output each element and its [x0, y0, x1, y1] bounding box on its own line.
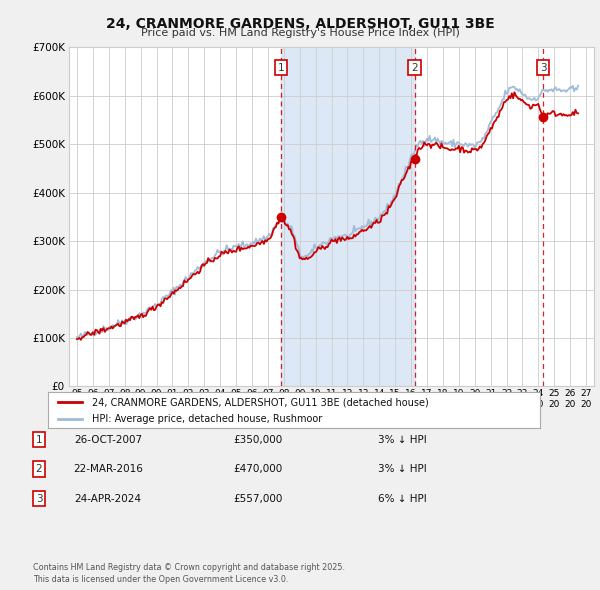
Text: 24, CRANMORE GARDENS, ALDERSHOT, GU11 3BE: 24, CRANMORE GARDENS, ALDERSHOT, GU11 3B… — [106, 17, 494, 31]
Text: 3% ↓ HPI: 3% ↓ HPI — [377, 464, 427, 474]
Text: Contains HM Land Registry data © Crown copyright and database right 2025.
This d: Contains HM Land Registry data © Crown c… — [33, 563, 345, 584]
Bar — [543, 47, 594, 386]
Text: 3: 3 — [540, 63, 547, 73]
Text: £350,000: £350,000 — [233, 435, 283, 444]
Text: HPI: Average price, detached house, Rushmoor: HPI: Average price, detached house, Rush… — [92, 414, 323, 424]
Text: Price paid vs. HM Land Registry's House Price Index (HPI): Price paid vs. HM Land Registry's House … — [140, 28, 460, 38]
Text: £557,000: £557,000 — [233, 494, 283, 503]
Text: 24-APR-2024: 24-APR-2024 — [74, 494, 142, 503]
Text: 2: 2 — [411, 63, 418, 73]
Text: 24, CRANMORE GARDENS, ALDERSHOT, GU11 3BE (detached house): 24, CRANMORE GARDENS, ALDERSHOT, GU11 3B… — [92, 397, 429, 407]
Text: 3: 3 — [35, 494, 43, 503]
Text: 26-OCT-2007: 26-OCT-2007 — [74, 435, 142, 444]
Text: 1: 1 — [35, 435, 43, 444]
Bar — [281, 47, 415, 386]
Text: 6% ↓ HPI: 6% ↓ HPI — [377, 494, 427, 503]
Text: 2: 2 — [35, 464, 43, 474]
Text: 22-MAR-2016: 22-MAR-2016 — [73, 464, 143, 474]
Bar — [543, 47, 594, 386]
Text: 3% ↓ HPI: 3% ↓ HPI — [377, 435, 427, 444]
Text: £470,000: £470,000 — [233, 464, 283, 474]
Text: 1: 1 — [278, 63, 284, 73]
